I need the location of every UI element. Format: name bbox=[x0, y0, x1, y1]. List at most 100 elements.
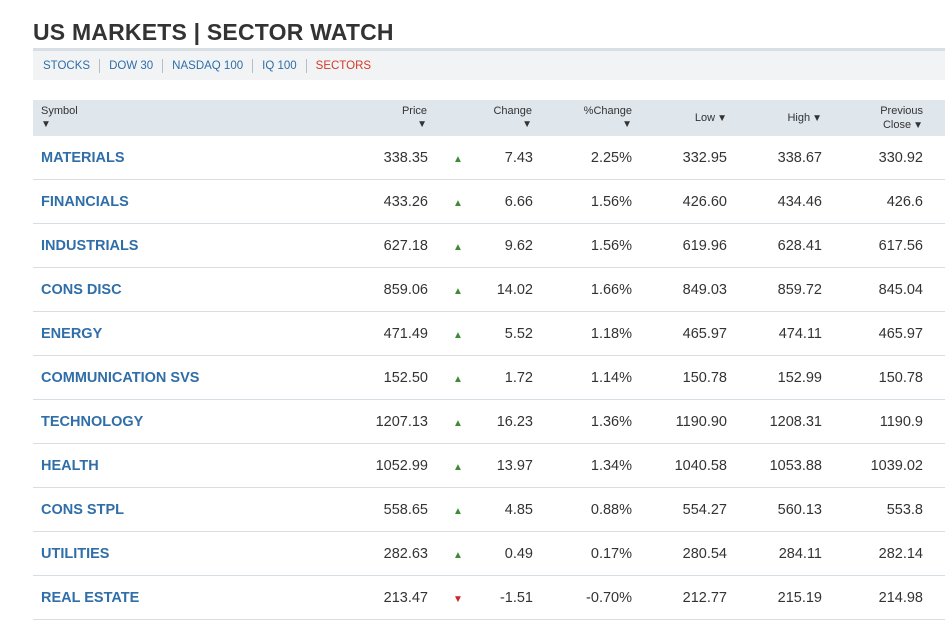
low-value: 849.03 bbox=[682, 282, 727, 298]
low-value: 465.97 bbox=[682, 326, 727, 342]
prev-close-value: 553.8 bbox=[886, 502, 923, 518]
header-price-label: Price bbox=[401, 105, 427, 117]
market-tabs: STOCKS DOW 30 NASDAQ 100 IQ 100 SECTORS bbox=[33, 51, 945, 80]
price-value: 152.50 bbox=[383, 370, 428, 386]
sector-symbol-link[interactable]: MATERIALS bbox=[41, 150, 125, 166]
low-value: 212.77 bbox=[682, 590, 727, 606]
tab-sectors[interactable]: SECTORS bbox=[305, 58, 380, 73]
sector-table: Symbol ▼ Price ▼ Change ▼ %Change ▼ Low ▼… bbox=[33, 100, 945, 620]
prev-close-value: 1190.9 bbox=[879, 414, 923, 430]
table-row: ENERGY 471.49 ▲ 5.52 1.18% 465.97 474.11… bbox=[33, 312, 945, 356]
page-title: US MARKETS | SECTOR WATCH bbox=[33, 19, 394, 45]
sort-arrow-icon: ▼ bbox=[417, 119, 427, 130]
price-value: 471.49 bbox=[383, 326, 428, 342]
change-value: 4.85 bbox=[504, 502, 533, 518]
change-value: 7.43 bbox=[504, 150, 533, 166]
low-value: 1190.90 bbox=[675, 414, 727, 430]
sector-symbol-link[interactable]: INDUSTRIALS bbox=[41, 238, 139, 254]
header-low[interactable]: Low ▼ bbox=[695, 111, 727, 126]
prev-close-value: 465.97 bbox=[878, 326, 923, 342]
price-value: 1052.99 bbox=[375, 458, 428, 474]
table-header: Symbol ▼ Price ▼ Change ▼ %Change ▼ Low ▼… bbox=[33, 100, 945, 136]
table-row: CONS DISC 859.06 ▲ 14.02 1.66% 849.03 85… bbox=[33, 268, 945, 312]
page-container: US MARKETS | SECTOR WATCH STOCKS DOW 30 … bbox=[33, 0, 945, 620]
header-change[interactable]: Change ▼ bbox=[493, 104, 532, 132]
pct-change-value: 1.18% bbox=[590, 326, 632, 342]
low-value: 332.95 bbox=[682, 150, 727, 166]
low-value: 280.54 bbox=[682, 546, 727, 562]
up-arrow-icon: ▲ bbox=[453, 330, 463, 341]
header-pct-change-label: %Change bbox=[583, 105, 632, 117]
sector-symbol-link[interactable]: TECHNOLOGY bbox=[41, 414, 144, 430]
pct-change-value: 1.56% bbox=[590, 238, 632, 254]
price-value: 1207.13 bbox=[375, 414, 428, 430]
tab-dow-30[interactable]: DOW 30 bbox=[99, 58, 162, 73]
header-price[interactable]: Price ▼ bbox=[402, 104, 427, 132]
high-value: 152.99 bbox=[777, 370, 822, 386]
sector-symbol-link[interactable]: CONS STPL bbox=[41, 502, 124, 518]
change-value: 5.52 bbox=[504, 326, 533, 342]
header-symbol[interactable]: Symbol ▼ bbox=[41, 104, 78, 132]
sector-symbol-link[interactable]: ENERGY bbox=[41, 326, 103, 342]
price-value: 558.65 bbox=[383, 502, 428, 518]
sector-symbol-link[interactable]: REAL ESTATE bbox=[41, 590, 140, 606]
change-value: 16.23 bbox=[496, 414, 533, 430]
up-arrow-icon: ▲ bbox=[453, 242, 463, 253]
prev-close-value: 150.78 bbox=[878, 370, 923, 386]
table-row: REAL ESTATE 213.47 ▼ -1.51 -0.70% 212.77… bbox=[33, 576, 945, 620]
sort-arrow-icon: ▼ bbox=[913, 120, 923, 131]
table-row: COMMUNICATION SVS 152.50 ▲ 1.72 1.14% 15… bbox=[33, 356, 945, 400]
high-value: 434.46 bbox=[777, 194, 822, 210]
tab-iq-100[interactable]: IQ 100 bbox=[252, 58, 306, 73]
header-high[interactable]: High ▼ bbox=[787, 111, 822, 126]
header-high-label: High bbox=[787, 112, 811, 124]
pct-change-value: 1.34% bbox=[590, 458, 632, 474]
header-change-label: Change bbox=[493, 105, 532, 117]
table-body: MATERIALS 338.35 ▲ 7.43 2.25% 332.95 338… bbox=[33, 136, 945, 620]
header-prev-close-line1: Previous bbox=[880, 105, 923, 117]
sector-symbol-link[interactable]: UTILITIES bbox=[41, 546, 110, 562]
table-row: HEALTH 1052.99 ▲ 13.97 1.34% 1040.58 105… bbox=[33, 444, 945, 488]
price-value: 859.06 bbox=[383, 282, 428, 298]
pct-change-value: 0.88% bbox=[590, 502, 632, 518]
up-arrow-icon: ▲ bbox=[453, 462, 463, 473]
pct-change-value: 2.25% bbox=[590, 150, 632, 166]
high-value: 1053.88 bbox=[769, 458, 822, 474]
high-value: 338.67 bbox=[777, 150, 822, 166]
up-arrow-icon: ▲ bbox=[453, 154, 463, 165]
pct-change-value: 0.17% bbox=[590, 546, 632, 562]
up-arrow-icon: ▲ bbox=[453, 198, 463, 209]
change-value: 9.62 bbox=[504, 238, 533, 254]
change-value: 14.02 bbox=[496, 282, 533, 298]
sector-symbol-link[interactable]: CONS DISC bbox=[41, 282, 122, 298]
up-arrow-icon: ▲ bbox=[453, 374, 463, 385]
prev-close-value: 214.98 bbox=[878, 590, 923, 606]
sector-symbol-link[interactable]: HEALTH bbox=[41, 458, 99, 474]
sort-arrow-icon: ▼ bbox=[717, 113, 727, 124]
tab-stocks[interactable]: STOCKS bbox=[43, 59, 91, 72]
low-value: 426.60 bbox=[682, 194, 727, 210]
header-prev-close-line2-wrap: Close ▼ bbox=[880, 118, 923, 133]
prev-close-value: 282.14 bbox=[878, 546, 923, 562]
prev-close-value: 426.6 bbox=[886, 194, 923, 210]
sort-arrow-icon: ▼ bbox=[622, 119, 632, 130]
table-row: INDUSTRIALS 627.18 ▲ 9.62 1.56% 619.96 6… bbox=[33, 224, 945, 268]
price-value: 627.18 bbox=[383, 238, 428, 254]
price-value: 338.35 bbox=[383, 150, 428, 166]
price-value: 213.47 bbox=[383, 590, 428, 606]
change-value: 13.97 bbox=[496, 458, 533, 474]
table-row: TECHNOLOGY 1207.13 ▲ 16.23 1.36% 1190.90… bbox=[33, 400, 945, 444]
pct-change-value: 1.36% bbox=[590, 414, 632, 430]
header-prev-close[interactable]: Previous Close ▼ bbox=[880, 104, 923, 133]
sort-arrow-icon: ▼ bbox=[522, 119, 532, 130]
header-pct-change[interactable]: %Change ▼ bbox=[584, 104, 632, 132]
table-row: MATERIALS 338.35 ▲ 7.43 2.25% 332.95 338… bbox=[33, 136, 945, 180]
low-value: 554.27 bbox=[682, 502, 727, 518]
prev-close-value: 1039.02 bbox=[870, 458, 923, 474]
sector-symbol-link[interactable]: FINANCIALS bbox=[41, 194, 129, 210]
down-arrow-icon: ▼ bbox=[453, 594, 463, 605]
high-value: 560.13 bbox=[777, 502, 822, 518]
tab-nasdaq-100[interactable]: NASDAQ 100 bbox=[162, 58, 252, 73]
sector-symbol-link[interactable]: COMMUNICATION SVS bbox=[41, 370, 200, 386]
change-value: -1.51 bbox=[499, 590, 533, 606]
